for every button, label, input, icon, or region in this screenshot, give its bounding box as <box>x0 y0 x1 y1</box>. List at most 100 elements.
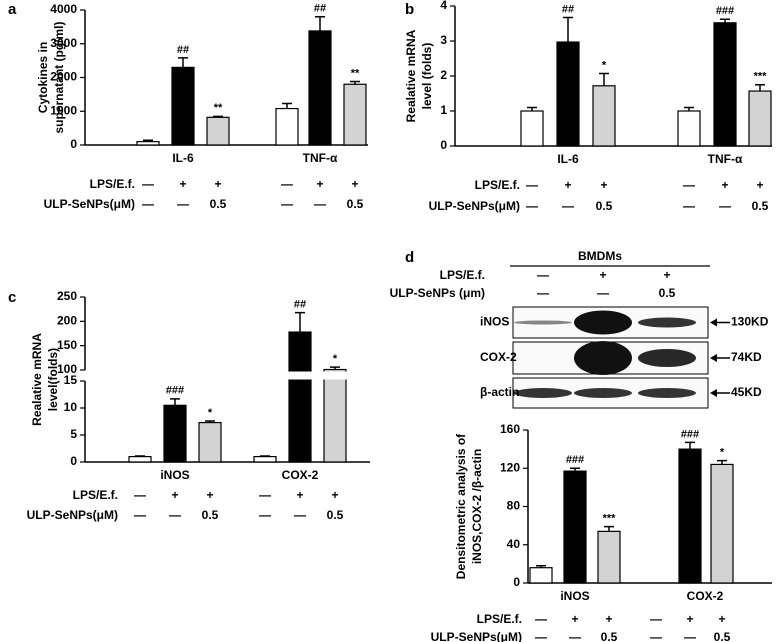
error-bar <box>315 16 325 31</box>
panel-label: d <box>405 249 414 266</box>
y-tick-label: 2000 <box>50 70 77 84</box>
axis-break <box>77 371 370 380</box>
condition-entry: + <box>296 488 303 502</box>
condition-entry: 0.5 <box>210 197 227 211</box>
error-bar <box>563 16 573 43</box>
bar <box>206 116 230 146</box>
condition-entry: — <box>281 197 293 211</box>
y-axis-label: Cytokines in <box>36 42 50 113</box>
band-label: iNOS <box>480 315 509 329</box>
condition-entry: + <box>686 612 693 626</box>
blot-band <box>574 388 632 398</box>
bar <box>710 463 734 584</box>
significance: *** <box>754 71 768 83</box>
bar <box>678 448 702 584</box>
condition-entry: — <box>569 630 581 642</box>
error-bar <box>205 420 215 423</box>
y-axis-label: level (folds) <box>420 43 434 110</box>
x-tick-label: TNF-α <box>708 152 743 166</box>
panel-label: c <box>8 289 16 306</box>
bar <box>748 90 772 147</box>
y-tick-label: 1 <box>440 103 447 117</box>
condition-label: ULP-SeNPs(μM) <box>431 630 522 642</box>
y-tick-label: 250 <box>57 289 77 303</box>
x-tick-label: COX-2 <box>282 468 319 482</box>
x-tick-label: IL-6 <box>172 151 194 165</box>
y-tick-label: 3000 <box>50 36 77 50</box>
significance: ### <box>166 385 184 397</box>
blot-band <box>574 310 632 335</box>
condition-entry: — <box>142 197 154 211</box>
condition-entry: + <box>605 612 612 626</box>
condition-entry: — <box>683 178 695 192</box>
condition-entry: — <box>526 199 538 213</box>
error-bar <box>135 455 145 457</box>
error-bar <box>143 139 153 142</box>
error-bar <box>260 455 270 457</box>
band-label: COX-2 <box>480 350 517 364</box>
condition-entry: + <box>214 177 221 191</box>
y-tick-label: 120 <box>500 460 520 474</box>
y-tick-label: 5 <box>70 427 77 441</box>
bar <box>529 567 553 584</box>
y-tick-label: 150 <box>57 338 77 352</box>
x-tick-label: iNOS <box>160 468 189 482</box>
panel-label: a <box>8 1 17 18</box>
blot-band <box>638 388 696 398</box>
significance: * <box>602 59 607 71</box>
condition-label: ULP-SeNPs(μM) <box>44 197 135 211</box>
band-arrowhead <box>710 354 717 362</box>
y-tick-label: 15 <box>64 373 78 387</box>
condition-entry: — <box>537 286 549 300</box>
y-tick-label: 160 <box>500 422 520 436</box>
bar <box>163 404 187 463</box>
bar <box>275 107 299 146</box>
significance: * <box>208 407 213 419</box>
condition-entry: + <box>564 178 571 192</box>
bar <box>563 470 587 584</box>
error-bar <box>685 441 695 450</box>
band-size: 74KD <box>731 350 762 364</box>
bar <box>171 66 195 146</box>
condition-entry: 0.5 <box>714 630 731 642</box>
condition-entry: — <box>281 177 293 191</box>
significance: ## <box>294 298 306 310</box>
bar <box>128 456 152 463</box>
condition-entry: — <box>650 612 662 626</box>
condition-entry: — <box>134 508 146 522</box>
significance: ** <box>214 102 223 114</box>
condition-entry: 0.5 <box>752 199 769 213</box>
x-tick-label: COX-2 <box>687 589 724 603</box>
y-axis-label: Realative mRNA <box>404 29 418 122</box>
y-tick-label: 0 <box>70 137 77 151</box>
bar <box>592 85 616 147</box>
blot-band <box>574 341 632 375</box>
error-bar <box>170 398 180 406</box>
condition-entry: — <box>294 508 306 522</box>
band-size: 45KD <box>731 385 762 399</box>
condition-label: ULP-SeNPs (μm) <box>390 286 485 300</box>
error-bar <box>330 366 340 370</box>
bar <box>713 22 737 147</box>
y-axis-label: Realative mRNA <box>30 333 44 426</box>
condition-entry: + <box>206 488 213 502</box>
condition-entry: — <box>134 488 146 502</box>
condition-entry: 0.5 <box>596 199 613 213</box>
condition-label: LPS/E.f. <box>440 268 485 282</box>
band-arrowhead <box>710 318 717 327</box>
significance: ## <box>562 3 574 15</box>
condition-entry: + <box>571 612 578 626</box>
condition-entry: — <box>535 630 547 642</box>
condition-entry: 0.5 <box>327 508 344 522</box>
condition-entry: + <box>331 488 338 502</box>
y-tick-label: 10 <box>64 400 78 414</box>
error-bar <box>599 72 609 86</box>
condition-label: LPS/E.f. <box>475 178 520 192</box>
condition-entry: + <box>179 177 186 191</box>
significance: ** <box>351 67 360 79</box>
condition-entry: — <box>535 612 547 626</box>
error-bar <box>295 311 305 333</box>
y-tick-label: 1000 <box>50 103 77 117</box>
y-axis-label: supernatant (pg/ml) <box>52 21 66 133</box>
